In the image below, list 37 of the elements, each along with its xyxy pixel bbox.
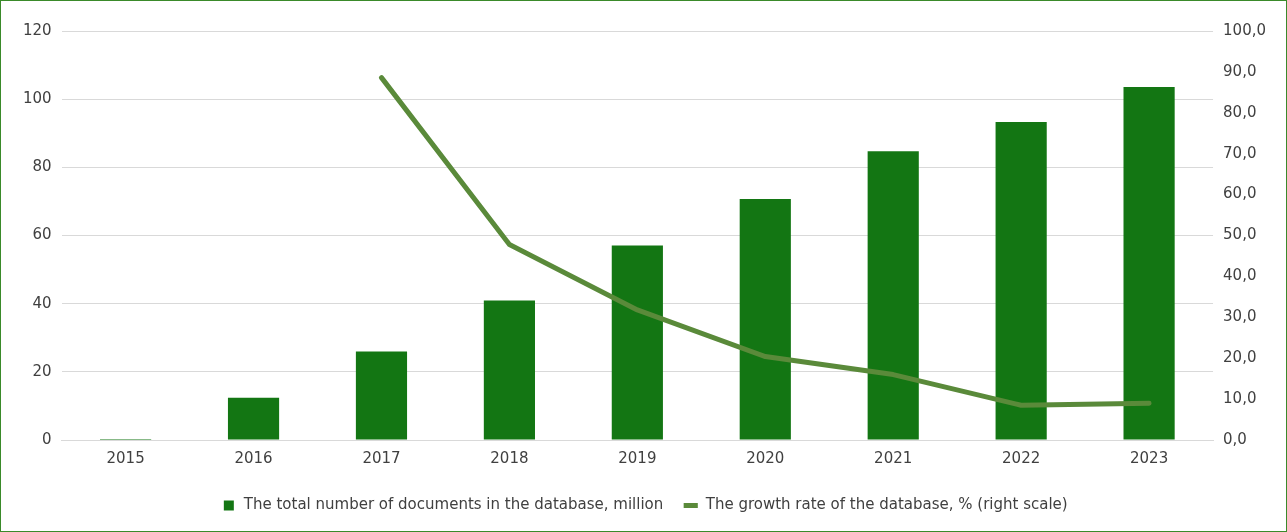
y-tick-label: 80 [32, 157, 52, 176]
x-tick-label: 2020 [746, 448, 785, 467]
legend-label: The total number of documents in the database, million [242, 495, 664, 514]
bar [995, 122, 1047, 440]
x-tick-label: 2017 [362, 448, 401, 467]
bar [483, 300, 535, 440]
y2-tick-label: 10,0 [1223, 388, 1257, 407]
y2-tick-label: 100,0 [1223, 20, 1267, 39]
x-tick-label: 2019 [618, 448, 657, 467]
bar [1123, 86, 1175, 440]
y2-tick-label: 70,0 [1223, 143, 1257, 162]
legend-label: The growth rate of the database, % (right scale) [704, 495, 1068, 514]
y-tick-label: 60 [32, 225, 52, 244]
bar [739, 199, 791, 440]
bar [867, 151, 919, 440]
y2-tick-label: 40,0 [1223, 266, 1257, 285]
x-tick-label: 2016 [234, 448, 273, 467]
y2-tick-label: 30,0 [1223, 307, 1257, 326]
y-tick-label: 120 [22, 20, 52, 39]
y2-tick-label: 20,0 [1223, 348, 1257, 367]
y2-tick-label: 90,0 [1223, 61, 1257, 80]
bar [611, 245, 663, 440]
y2-tick-label: 50,0 [1223, 225, 1257, 244]
y2-tick-label: 80,0 [1223, 102, 1257, 121]
x-tick-label: 2018 [490, 448, 529, 467]
y2-tick-label: 0,0 [1223, 429, 1247, 448]
y2-tick-label: 60,0 [1223, 184, 1257, 203]
y-tick-label: 0 [42, 429, 52, 448]
y-tick-label: 20 [32, 361, 52, 380]
x-tick-label: 2023 [1130, 448, 1169, 467]
y-tick-label: 100 [22, 89, 52, 108]
y-tick-label: 40 [32, 293, 52, 312]
x-tick-label: 2022 [1002, 448, 1041, 467]
x-tick-label: 2021 [874, 448, 913, 467]
bar [355, 351, 408, 440]
x-tick-label: 2015 [106, 448, 145, 467]
bar [227, 397, 280, 440]
